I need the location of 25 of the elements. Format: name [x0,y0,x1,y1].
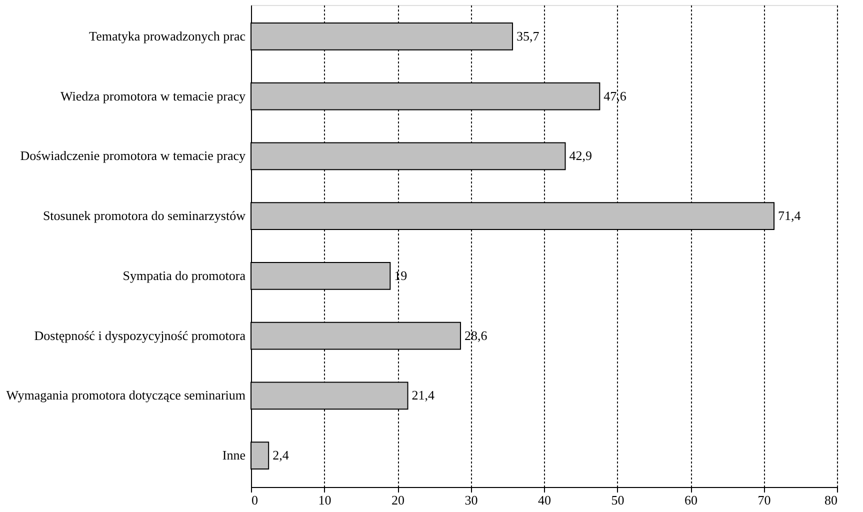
x-tick-label: 20 [392,492,404,508]
y-tick-label: Dostępność i dyspozycyjność promotora [34,328,246,343]
y-tick-label: Doświadczenie promotora w temacie pracy [20,148,246,164]
data-label: 19 [394,268,408,283]
y-tick-label: Wymagania promotora dotyczące seminarium [6,388,246,403]
data-label: 71,4 [778,208,802,224]
y-tick-label: Sympatia do promotora [122,268,246,283]
x-tick-label: 40 [538,492,551,508]
data-label: 35,7 [516,28,540,44]
data-label: 42,9 [569,148,592,164]
y-tick-label: Inne [222,448,246,463]
x-tick-label: 60 [684,492,698,508]
x-tick-label: 50 [611,492,624,508]
x-tick-label: 0 [252,492,258,508]
y-tick-label: Tematyka prowadzonych prac [89,28,246,44]
x-tick-label: 70 [758,492,771,508]
data-label: 2,4 [272,448,290,463]
data-label: 21,4 [412,388,436,403]
x-tick-label: 80 [824,492,838,508]
x-tick-label: 30 [464,492,478,508]
y-tick-label: Stosunek promotora do seminarzystów [42,208,246,224]
data-label: 28,6 [464,328,488,343]
y-tick-label: Wiedza promotora w temacie pracy [60,88,246,104]
data-label: 47,6 [604,88,627,104]
x-tick-label: 10 [318,492,332,508]
